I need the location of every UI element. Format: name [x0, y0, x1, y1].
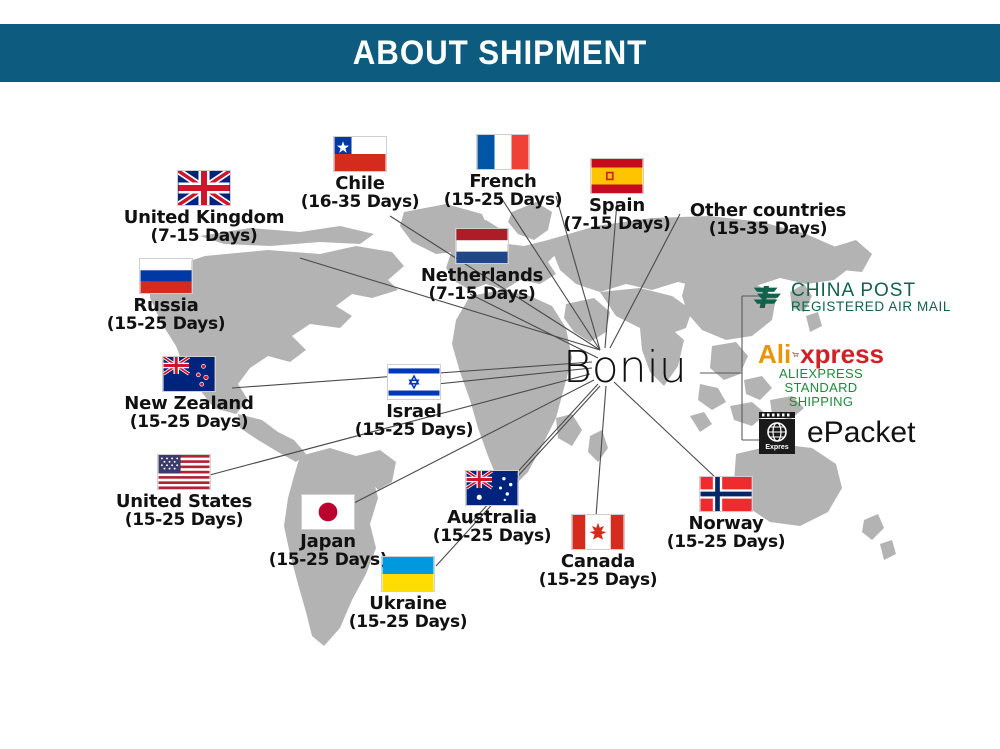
country-days: (7-15 Days)	[563, 214, 671, 235]
country-days: (7-15 Days)	[150, 226, 258, 247]
country-days: (15-25 Days)	[666, 532, 786, 553]
country-new-zealand: New Zealand (15-25 Days)	[110, 356, 268, 432]
country-name: Ukraine	[369, 593, 447, 614]
aliexpress-word-ali: Ali	[758, 339, 792, 369]
country-days: (15-25 Days)	[538, 570, 658, 591]
flag-norway-icon	[699, 476, 753, 512]
epacket-logo-icon: Expres	[759, 412, 795, 454]
country-name: Norway	[688, 513, 764, 534]
country-days: (15-25 Days)	[354, 420, 474, 441]
country-canada: Canada (15-25 Days)	[520, 514, 676, 590]
country-name: New Zealand	[124, 393, 254, 414]
flag-new-zealand-icon	[162, 356, 216, 392]
flag-chile-icon	[333, 136, 387, 172]
country-name: Canada	[560, 551, 636, 572]
country-israel: Israel (15-25 Days)	[336, 364, 492, 440]
country-name: Spain	[589, 195, 645, 216]
epacket-label: ePacket	[807, 416, 916, 449]
country-days: (15-25 Days)	[124, 510, 244, 531]
country-russia: Russia (15-25 Days)	[88, 258, 244, 334]
flag-japan-icon	[301, 494, 355, 530]
flag-netherlands-icon	[455, 228, 509, 264]
country-days: (15-25 Days)	[348, 612, 468, 633]
country-days: (16-35 Days)	[300, 192, 420, 213]
country-netherlands: Netherlands (7-15 Days)	[404, 228, 560, 304]
country-name: Other countries	[689, 200, 847, 221]
country-japan: Japan (15-25 Days)	[250, 494, 406, 570]
country-norway: Norway (15-25 Days)	[648, 476, 804, 552]
country-days: (15-35 Days)	[708, 219, 828, 240]
country-name: Australia	[447, 507, 537, 528]
flag-russia-icon	[139, 258, 193, 294]
country-name: United States	[115, 491, 253, 512]
shopping-cart-icon	[792, 351, 799, 357]
hub-label: Boniu	[563, 342, 687, 393]
country-days: (7-15 Days)	[428, 284, 536, 305]
flag-canada-icon	[571, 514, 625, 550]
aliexpress-word-xpress: xpress	[800, 339, 884, 369]
page-title: ABOUT SHIPMENT	[352, 33, 648, 72]
flag-france-icon	[476, 134, 530, 170]
china-post-logo-icon	[753, 286, 781, 309]
carrier-china-post: CHINA POST REGISTERED AIR MAIL	[752, 281, 951, 314]
country-name: French	[469, 171, 537, 192]
country-chile: Chile (16-35 Days)	[300, 136, 420, 212]
aliexpress-subtitle-line2: STANDARD SHIPPING	[784, 380, 858, 410]
country-united-states: United States (15-25 Days)	[100, 454, 268, 530]
flag-ukraine-icon	[381, 556, 435, 592]
carrier-aliexpress: Ali xpress ALIEXPRESS STANDARD SHIPPING	[758, 341, 884, 409]
country-name: Japan	[300, 531, 356, 552]
country-name: Netherlands	[420, 265, 544, 286]
flag-usa-icon	[157, 454, 211, 490]
country-name: United Kingdom	[123, 207, 285, 228]
svg-text:Expres: Expres	[765, 444, 788, 451]
country-australia: Australia (15-25 Days)	[412, 470, 572, 546]
country-french: French (15-25 Days)	[443, 134, 563, 210]
country-days: (15-25 Days)	[129, 412, 249, 433]
aliexpress-subtitle-line1: ALIEXPRESS	[779, 366, 863, 381]
country-days: (15-25 Days)	[106, 314, 226, 335]
country-days: (15-25 Days)	[443, 190, 563, 211]
country-spain: Spain (7-15 Days)	[562, 158, 672, 234]
country-days: (15-25 Days)	[432, 526, 552, 547]
carrier-epacket: Expres ePacket	[757, 410, 915, 456]
header-banner: ABOUT SHIPMENT	[0, 24, 1000, 82]
flag-uk-icon	[177, 170, 231, 206]
country-days: (15-25 Days)	[268, 550, 388, 571]
country-name: Chile	[335, 173, 385, 194]
country-other-countries: Other countries (15-35 Days)	[678, 200, 858, 239]
country-united-kingdom: United Kingdom (7-15 Days)	[104, 170, 304, 246]
flag-australia-icon	[465, 470, 519, 506]
country-name: Russia	[133, 295, 199, 316]
country-name: Israel	[386, 401, 442, 422]
flag-israel-icon	[387, 364, 441, 400]
country-ukraine: Ukraine (15-25 Days)	[330, 556, 486, 632]
flag-spain-icon	[590, 158, 644, 194]
china-post-subtitle: REGISTERED AIR MAIL	[791, 299, 951, 314]
china-post-title: CHINA POST	[791, 280, 917, 301]
